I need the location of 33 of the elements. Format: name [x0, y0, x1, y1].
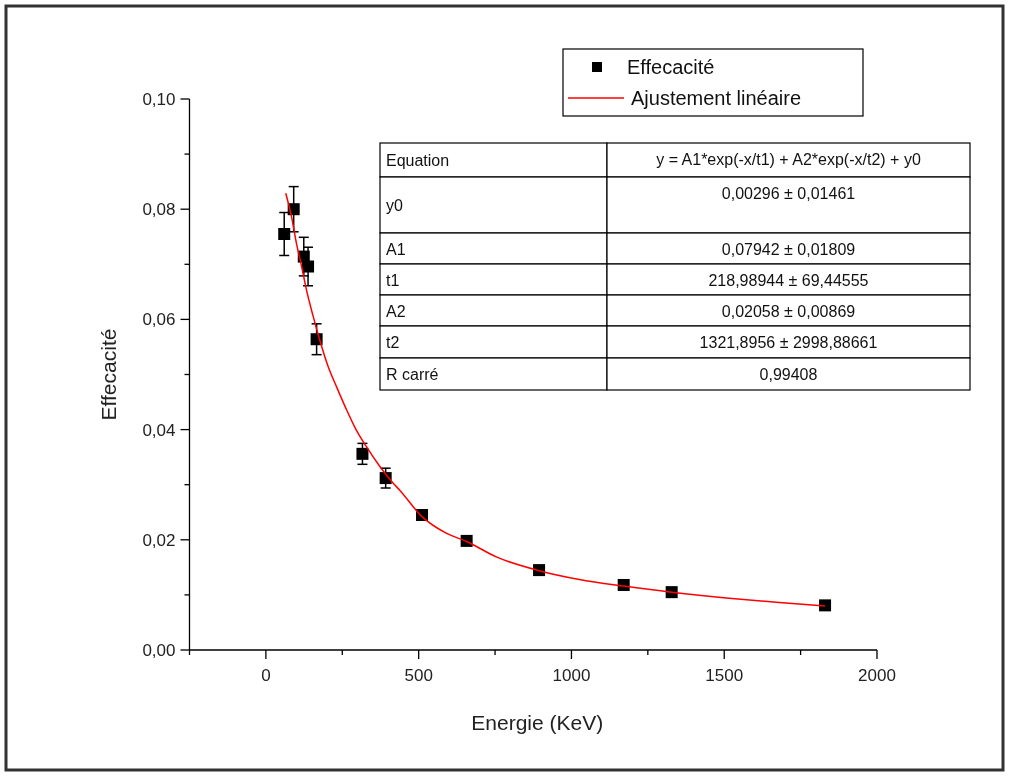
point	[819, 599, 832, 612]
annotation: 218,98944 ± 69,44555	[708, 272, 869, 289]
annotation: t1	[386, 271, 400, 289]
y-tick-label: 0,06	[142, 310, 176, 330]
x-tick-label: 500	[404, 666, 433, 685]
point	[356, 447, 369, 460]
y-tick-label: 0,00	[142, 641, 176, 660]
annotation: R carré	[386, 366, 439, 383]
x-axis-title: Energie (KeV)	[471, 711, 604, 734]
annotation: 1321,8956 ± 2998,88661	[699, 334, 878, 351]
legend-label: Effecacité	[627, 56, 715, 78]
y-tick-label: 0,04	[142, 420, 176, 440]
annotation: y0	[386, 197, 403, 214]
x-tick-label: 2000	[858, 666, 896, 685]
y-axis-title: Effecacité	[97, 328, 120, 421]
annotation: 0,07942 ± 0,01809	[721, 241, 856, 258]
annotation: y = A1*exp(-x/t1) + A2*exp(-x/t2) + y0	[656, 151, 921, 168]
annotation: A2	[386, 302, 406, 320]
annotation: 0,00296 ± 0,01461	[721, 185, 856, 202]
point	[302, 260, 315, 273]
x-tick-label: 1000	[552, 666, 591, 685]
y-tick-label: 0,10	[142, 90, 176, 109]
annotation: 0,99408	[759, 366, 818, 383]
y-tick-label: 0,02	[142, 530, 176, 550]
annotation: A1	[386, 240, 406, 258]
point	[278, 228, 291, 240]
x-tick-label: 0	[261, 666, 271, 685]
annotation: t2	[386, 334, 400, 351]
legend-label: Ajustement linéaire	[631, 87, 802, 109]
x-tick-label: 1500	[705, 666, 744, 685]
y-tick-label: 0,08	[142, 200, 176, 220]
annotation: Equation	[386, 152, 450, 169]
annotation: 0,02058 ± 0,00869	[721, 303, 856, 320]
